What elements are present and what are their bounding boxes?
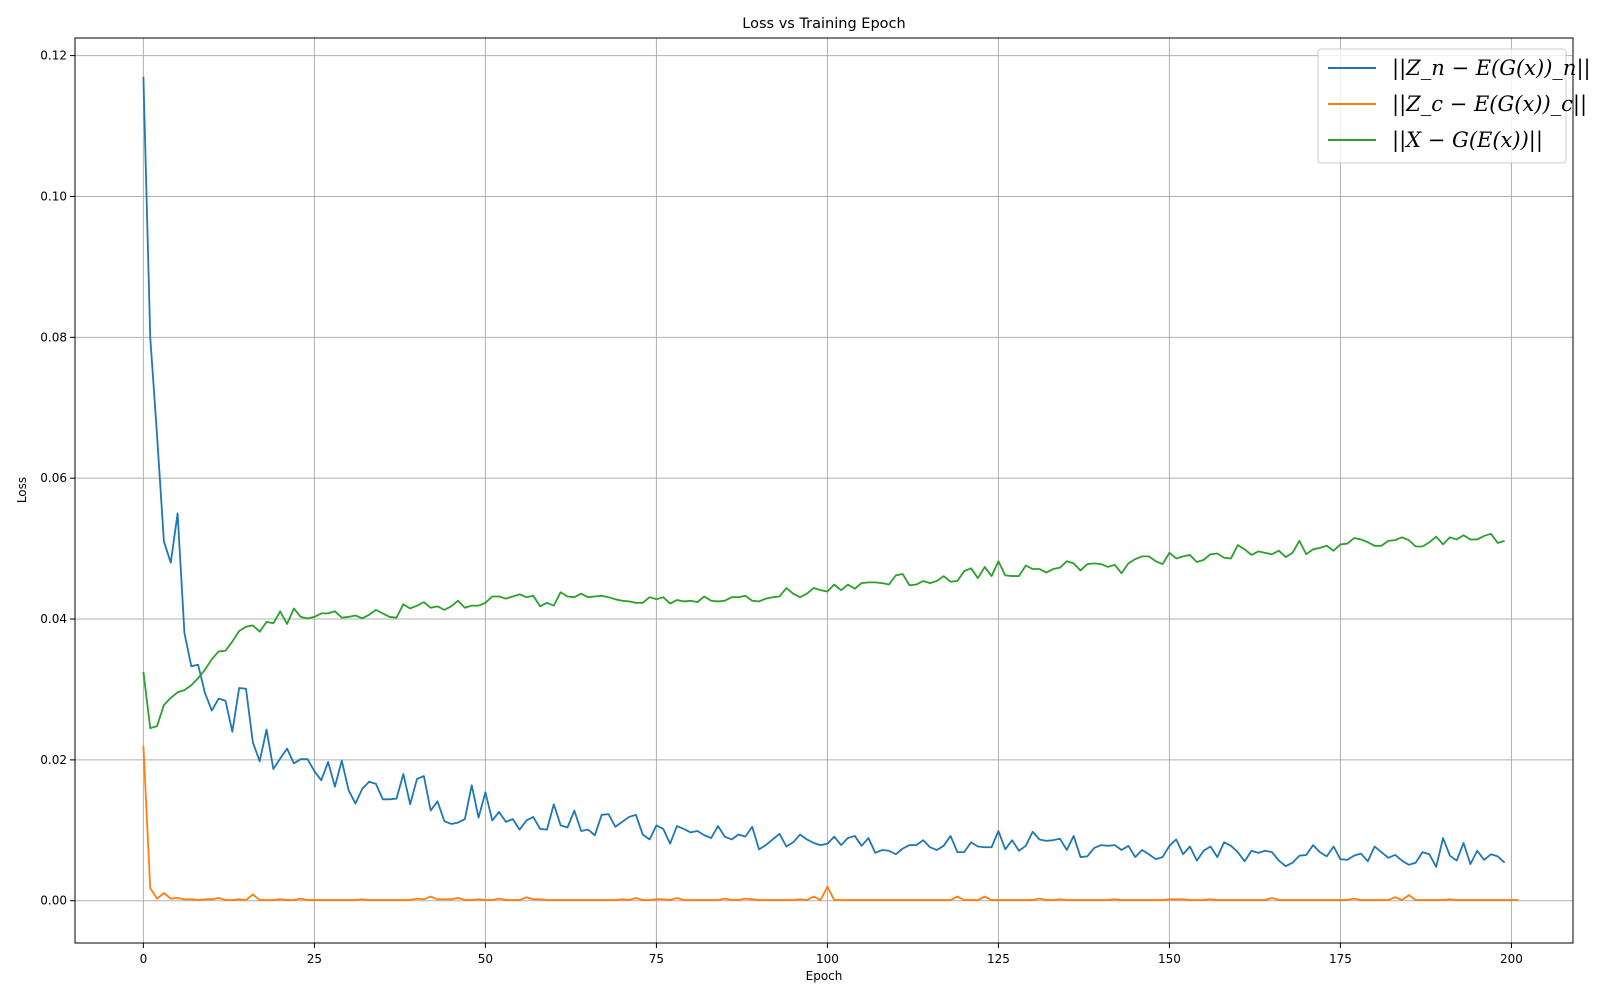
y-tick-label: 0.06 bbox=[40, 471, 67, 485]
x-tick-label: 50 bbox=[478, 952, 493, 966]
x-axis-label: Epoch bbox=[806, 969, 843, 983]
x-tick-label: 125 bbox=[987, 952, 1010, 966]
legend-label-series-1: ||Z_n − E(G(x))_n|| bbox=[1392, 56, 1591, 81]
legend-label-series-3: ||X − G(E(x))|| bbox=[1392, 128, 1543, 153]
x-tick-label: 0 bbox=[140, 952, 148, 966]
series-line-1 bbox=[142, 76, 1506, 868]
x-tick-label: 25 bbox=[307, 952, 322, 966]
y-tick-label: 0.10 bbox=[40, 189, 67, 203]
series-line-3 bbox=[142, 532, 1505, 730]
y-tick-label: 0.02 bbox=[40, 753, 67, 767]
y-tick-label: 0.04 bbox=[40, 612, 67, 626]
y-axis: 0.00 0.02 0.04 0.06 0.08 0.10 0.12 bbox=[40, 49, 75, 908]
series-layer bbox=[142, 76, 1519, 901]
y-tick-label: 0.12 bbox=[40, 49, 67, 63]
x-tick-label: 175 bbox=[1329, 952, 1352, 966]
legend: ||Z_n − E(G(x))_n|| ||Z_c − E(G(x))_c|| … bbox=[1317, 48, 1591, 164]
y-tick-label: 0.00 bbox=[40, 894, 67, 908]
plot-frame bbox=[74, 37, 1574, 944]
y-axis-label: Loss bbox=[15, 477, 29, 503]
series-line-2 bbox=[142, 745, 1519, 901]
x-tick-label: 200 bbox=[1500, 952, 1523, 966]
chart-title: Loss vs Training Epoch bbox=[742, 16, 905, 32]
x-tick-label: 75 bbox=[649, 952, 664, 966]
legend-box bbox=[1317, 48, 1567, 164]
x-axis: 0 25 50 75 100 125 150 175 200 bbox=[140, 943, 1523, 966]
legend-label-series-2: ||Z_c − E(G(x))_c|| bbox=[1392, 92, 1587, 117]
x-tick-label: 150 bbox=[1158, 952, 1181, 966]
y-tick-label: 0.08 bbox=[40, 330, 67, 344]
x-tick-label: 100 bbox=[816, 952, 839, 966]
